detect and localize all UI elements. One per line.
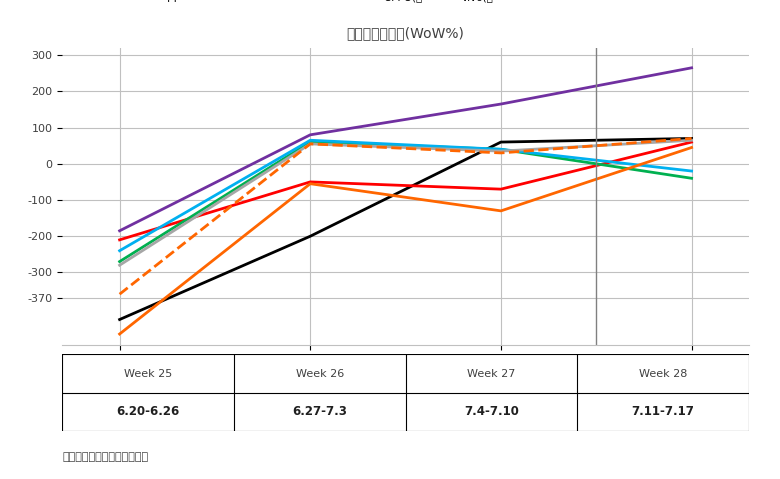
- Total: [687, 136, 697, 141]
- Text: Week 25: Week 25: [124, 369, 172, 378]
- Text: 7.11-7.17: 7.11-7.17: [632, 405, 694, 419]
- Line: Others: Others: [119, 140, 692, 265]
- MI: [687, 145, 697, 150]
- Text: 7.4-7.10: 7.4-7.10: [464, 405, 519, 419]
- Title: 品类周销变化率(WoW%): 品类周销变化率(WoW%): [346, 26, 465, 40]
- Line: OPPO(含: OPPO(含: [119, 142, 692, 262]
- Legend: Apple, HONOR, Huawei, OPPO(含, vivo(含, MI, Others, Total: Apple, HONOR, Huawei, OPPO(含, vivo(含, MI…: [126, 0, 685, 6]
- OPPO(含: [496, 147, 505, 152]
- MI: [115, 331, 124, 337]
- Line: vivo(含: vivo(含: [119, 140, 692, 251]
- HONOR: [496, 101, 505, 107]
- Text: Week 28: Week 28: [639, 369, 687, 378]
- vivo(含: [115, 248, 124, 253]
- Huawei: [115, 237, 124, 243]
- MI: [496, 208, 505, 214]
- Others: [306, 141, 315, 147]
- Line: Huawei: Huawei: [119, 142, 692, 240]
- OPPO(含: [115, 259, 124, 264]
- Others: [496, 148, 505, 154]
- vivo(含: [496, 147, 505, 152]
- Text: 6.20-6.26: 6.20-6.26: [116, 405, 180, 419]
- Apple: [496, 139, 505, 145]
- Huawei: [496, 186, 505, 192]
- vivo(含: [306, 137, 315, 143]
- Line: MI: MI: [119, 148, 692, 334]
- MI: [306, 181, 315, 187]
- Huawei: [306, 179, 315, 185]
- Line: Apple: Apple: [119, 138, 692, 319]
- Text: Week 26: Week 26: [296, 369, 344, 378]
- Line: HONOR: HONOR: [119, 68, 692, 231]
- Total: [306, 141, 315, 147]
- Others: [687, 137, 697, 143]
- HONOR: [306, 132, 315, 137]
- Apple: [115, 317, 124, 322]
- HONOR: [687, 65, 697, 71]
- Total: [115, 291, 124, 297]
- Text: 6.27-7.3: 6.27-7.3: [292, 405, 347, 419]
- OPPO(含: [687, 175, 697, 181]
- Huawei: [687, 139, 697, 145]
- Text: Week 27: Week 27: [467, 369, 516, 378]
- Line: Total: Total: [119, 138, 692, 294]
- Text: 数据来源：奥诺周度零售监测: 数据来源：奥诺周度零售监测: [62, 452, 148, 462]
- Others: [115, 262, 124, 268]
- HONOR: [115, 228, 124, 234]
- Apple: [306, 233, 315, 239]
- vivo(含: [687, 168, 697, 174]
- OPPO(含: [306, 139, 315, 145]
- Total: [496, 150, 505, 156]
- Apple: [687, 136, 697, 141]
